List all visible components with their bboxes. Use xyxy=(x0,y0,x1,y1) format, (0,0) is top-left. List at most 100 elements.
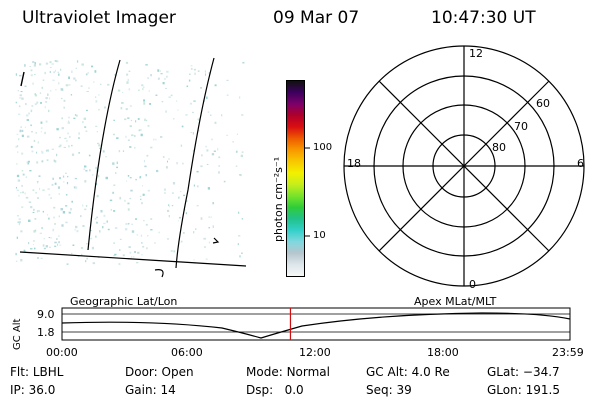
uv-speckle-dot xyxy=(131,223,133,225)
uv-speckle-dot xyxy=(241,114,244,116)
uv-speckle-dot xyxy=(43,247,46,250)
uv-speckle-dot xyxy=(40,121,43,124)
uv-speckle-dot xyxy=(218,165,221,167)
uv-speckle-dot xyxy=(213,150,216,152)
uv-speckle-dot xyxy=(59,177,61,180)
uv-speckle-dot xyxy=(235,150,238,153)
uv-speckle-dot xyxy=(129,197,132,200)
uv-speckle-dot xyxy=(33,230,36,233)
uv-speckle-dot xyxy=(56,128,59,131)
uv-speckle-dot xyxy=(65,194,68,196)
uv-speckle-dot xyxy=(146,247,148,250)
uv-speckle-dot xyxy=(212,202,214,205)
status-glat: GLat: −34.7 xyxy=(487,365,560,379)
uv-speckle-dot xyxy=(56,60,59,63)
uv-speckle-dot xyxy=(236,133,238,135)
uv-speckle-dot xyxy=(36,180,39,182)
uv-speckle-dot xyxy=(237,243,239,246)
uv-speckle-dot xyxy=(38,175,41,177)
uv-speckle-dot xyxy=(70,208,72,211)
uv-speckle-dot xyxy=(89,237,93,240)
uv-speckle-dot xyxy=(137,118,140,120)
uv-speckle-dot xyxy=(171,205,174,207)
uv-speckle-dot xyxy=(226,134,229,136)
uv-speckle-dot xyxy=(72,244,75,246)
uv-speckle-dot xyxy=(208,241,210,244)
uv-speckle-dot xyxy=(113,242,115,244)
uv-speckle-dot xyxy=(165,87,167,89)
uv-speckle-dot xyxy=(52,79,55,81)
uv-speckle-dot xyxy=(125,223,128,225)
uv-speckle-dot xyxy=(95,221,98,224)
uv-speckle-dot xyxy=(193,68,196,71)
uv-speckle-dot xyxy=(193,259,195,261)
uv-speckle-dot xyxy=(193,184,195,187)
uv-speckle-dot xyxy=(226,94,229,96)
uv-speckle-dot xyxy=(109,199,113,202)
uv-speckle-dot xyxy=(54,182,57,185)
status-dsp: Dsp: 0.0 xyxy=(246,383,304,397)
uv-speckle-dot xyxy=(147,77,150,80)
uv-speckle-dot xyxy=(183,194,185,197)
uv-speckle-dot xyxy=(232,141,234,143)
uv-speckle-dot xyxy=(36,151,38,154)
uv-speckle-dot xyxy=(180,144,183,147)
uv-speckle-dot xyxy=(176,100,178,102)
uv-speckle-dot xyxy=(141,202,143,205)
uv-speckle-dot xyxy=(214,84,217,87)
uv-speckle-dot xyxy=(82,225,85,227)
uv-speckle-dot xyxy=(96,131,98,133)
uv-speckle-dot xyxy=(204,246,206,248)
uv-speckle-dot xyxy=(127,202,130,205)
uv-speckle-dot xyxy=(129,105,132,107)
time-tick: 00:00 xyxy=(46,346,78,359)
uv-speckle-dot xyxy=(157,69,160,72)
uv-speckle-dot xyxy=(119,196,122,200)
uv-speckle-dot xyxy=(21,206,24,208)
uv-speckle-dot xyxy=(102,150,105,153)
uv-speckle-dot xyxy=(63,106,65,109)
uv-speckle-dot xyxy=(167,209,170,212)
uv-speckle-dot xyxy=(32,82,34,85)
uv-speckle-dot xyxy=(128,88,131,91)
uv-speckle-dot xyxy=(28,201,32,203)
uv-speckle-dot xyxy=(49,61,52,64)
uv-speckle-dot xyxy=(106,220,108,223)
uv-speckle-dot xyxy=(58,241,60,244)
uv-speckle-dot xyxy=(238,235,241,237)
time-tick: 06:00 xyxy=(171,346,203,359)
instrument-title: Ultraviolet Imager xyxy=(22,8,176,28)
uv-speckle-dot xyxy=(54,69,56,72)
mlat-label-80: 80 xyxy=(492,141,506,154)
uv-speckle-dot xyxy=(30,74,33,77)
uv-speckle-dot xyxy=(58,193,60,195)
colorbar-tick-label: 10 xyxy=(313,230,326,241)
uv-speckle-dot xyxy=(141,242,143,244)
uv-speckle-dot xyxy=(34,94,37,97)
uv-speckle-dot xyxy=(141,254,143,256)
uv-speckle-dot xyxy=(41,150,43,153)
uv-speckle-dot xyxy=(96,194,99,198)
uv-speckle-dot xyxy=(54,160,57,163)
uv-speckle-dot xyxy=(86,109,88,112)
uv-speckle-dot xyxy=(149,103,152,105)
geographic-title: Geographic Lat/Lon xyxy=(70,295,178,308)
mlt-label-6: 6 xyxy=(577,157,584,170)
uv-speckle-dot xyxy=(28,219,31,222)
uv-speckle-dot xyxy=(18,223,20,226)
uv-speckle-dot xyxy=(78,132,80,135)
uv-speckle-dot xyxy=(204,70,206,73)
uv-speckle-dot xyxy=(241,252,243,254)
uv-speckle-dot xyxy=(64,137,67,139)
uv-speckle-dot xyxy=(112,133,115,136)
uv-speckle-dot xyxy=(162,156,165,158)
uv-speckle-dot xyxy=(165,110,167,113)
uv-speckle-dot xyxy=(190,65,193,67)
uv-speckle-dot xyxy=(44,131,46,135)
parallel-line xyxy=(19,251,247,267)
uv-speckle-dot xyxy=(112,191,115,194)
uv-speckle-dot xyxy=(112,162,115,165)
uv-speckle-dot xyxy=(85,169,88,172)
uv-speckle-dot xyxy=(95,235,97,238)
uv-speckle-dot xyxy=(94,70,97,73)
